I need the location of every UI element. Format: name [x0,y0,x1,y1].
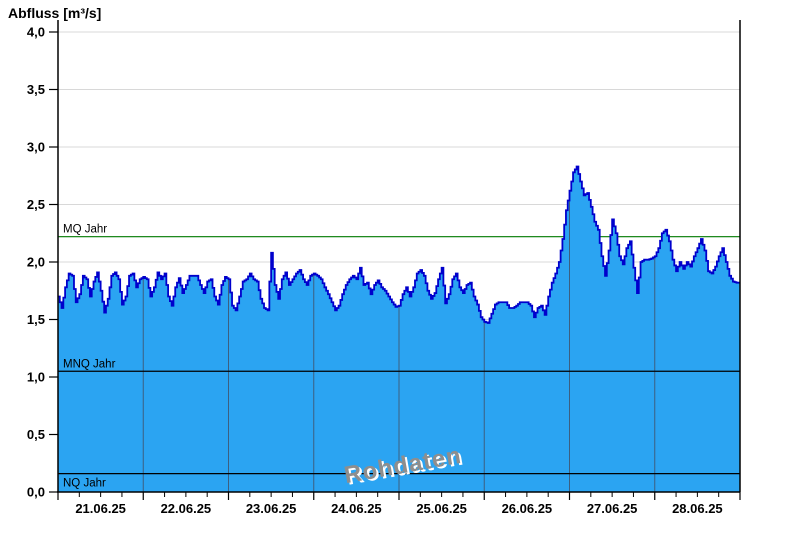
y-tick-label: 3,0 [27,140,45,155]
series-outline [58,165,740,324]
x-tick-label: 27.06.25 [587,501,638,516]
x-tick-label: 26.06.25 [502,501,553,516]
chart-title: Abfluss [m³/s] [8,5,102,21]
y-tick-label: 0,5 [27,427,45,442]
y-tick-label: 1,0 [27,370,45,385]
x-tick-label: 28.06.25 [672,501,723,516]
reference-line-label: NQ Jahr [63,478,106,490]
x-tick-label: 23.06.25 [246,501,297,516]
x-tick-label: 25.06.25 [416,501,467,516]
y-tick-label: 2,0 [27,255,45,270]
x-tick-label: 21.06.25 [75,501,126,516]
y-tick-label: 2,5 [27,197,45,212]
x-tick-label: 22.06.25 [161,501,212,516]
y-tick-label: 3,5 [27,82,45,97]
y-tick-label: 4,0 [27,25,45,40]
y-tick-label: 0,0 [27,485,45,500]
reference-line-label: MQ Jahr [63,224,107,236]
x-axis-ticks: 21.06.25 22.06.25 23.06.25 24.06.25 25.06.25… [57,492,741,516]
reference-line-label: MNQ Jahr [63,358,116,370]
y-tick-label: 1,5 [27,312,45,327]
x-tick-label: 24.06.25 [331,501,382,516]
y-axis-ticks: 0,0 0,5 1,0 1,5 2,0 2,5 3,0 3,5 4,0 [27,25,58,500]
